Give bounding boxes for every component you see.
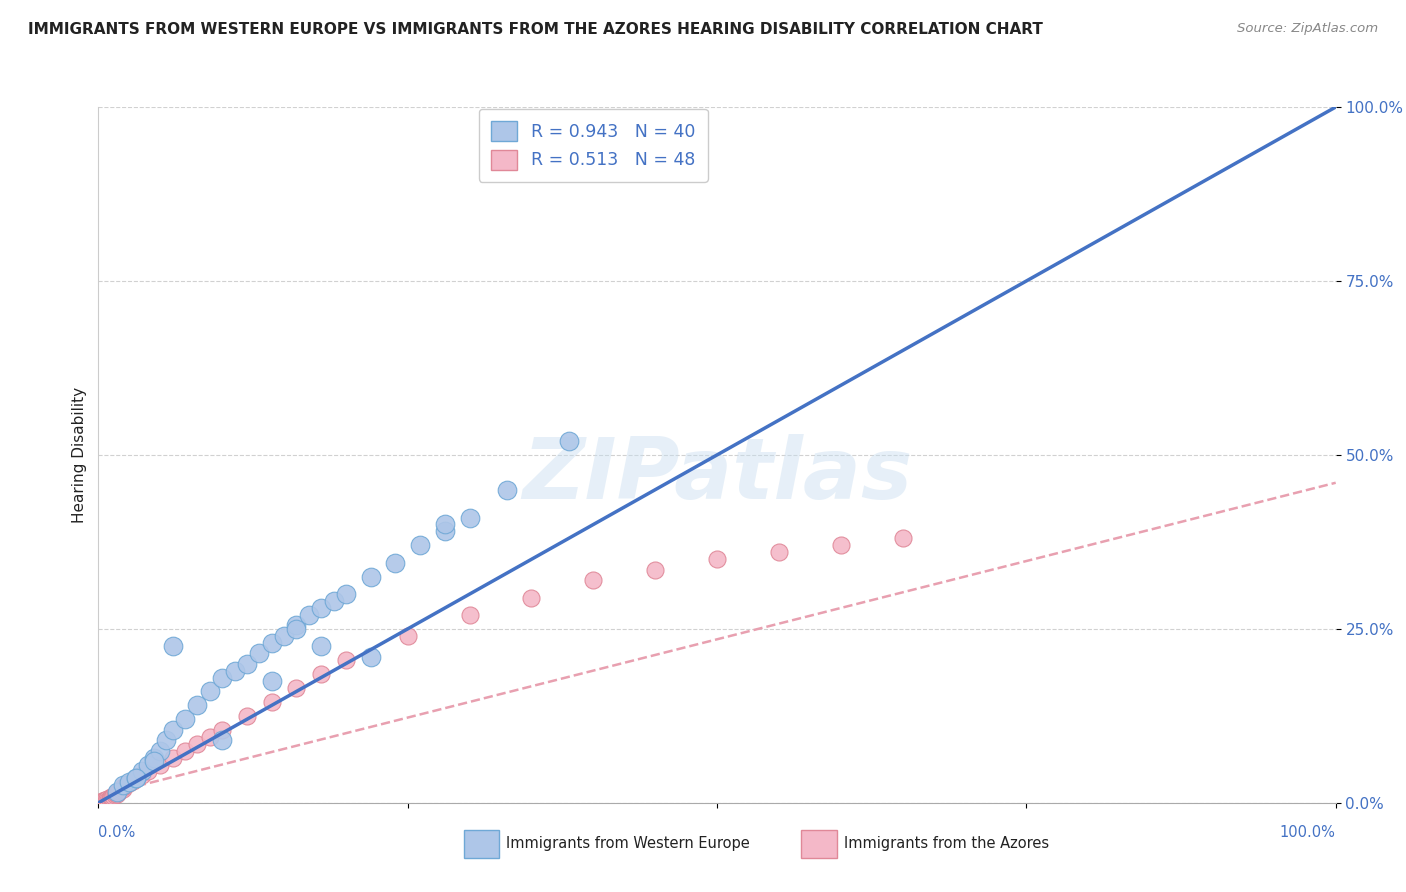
Point — [309, 601, 332, 615]
Point — [409, 538, 432, 552]
Point — [122, 773, 145, 788]
Point — [98, 791, 121, 805]
Point — [143, 754, 166, 768]
Point — [198, 730, 221, 744]
Point — [174, 712, 197, 726]
Point — [186, 698, 208, 713]
Point — [108, 784, 131, 798]
Point — [94, 794, 117, 808]
Point — [260, 695, 283, 709]
Point — [830, 538, 852, 552]
Text: 100.0%: 100.0% — [1279, 825, 1336, 840]
Point — [114, 778, 136, 792]
Point — [236, 708, 259, 723]
Point — [644, 563, 666, 577]
Point — [131, 764, 153, 779]
Point — [384, 556, 406, 570]
Point — [285, 618, 308, 632]
Point — [124, 772, 146, 786]
Point — [124, 772, 146, 786]
Text: ZIPatlas: ZIPatlas — [522, 434, 912, 517]
Text: Source: ZipAtlas.com: Source: ZipAtlas.com — [1237, 22, 1378, 36]
Point — [100, 790, 122, 805]
Text: IMMIGRANTS FROM WESTERN EUROPE VS IMMIGRANTS FROM THE AZORES HEARING DISABILITY : IMMIGRANTS FROM WESTERN EUROPE VS IMMIGR… — [28, 22, 1043, 37]
Point — [335, 587, 357, 601]
Point — [891, 532, 914, 546]
Point — [136, 757, 159, 772]
Point — [96, 792, 118, 806]
Point — [124, 772, 146, 786]
Point — [105, 787, 128, 801]
Point — [149, 757, 172, 772]
Point — [768, 545, 790, 559]
Point — [97, 793, 120, 807]
Point — [103, 789, 125, 803]
Point — [93, 794, 115, 808]
Point — [335, 653, 357, 667]
Point — [582, 573, 605, 587]
Y-axis label: Hearing Disability: Hearing Disability — [72, 387, 87, 523]
Point — [236, 657, 259, 671]
Point — [162, 750, 184, 764]
Point — [247, 646, 270, 660]
Point — [103, 788, 125, 802]
Point — [458, 510, 481, 524]
Point — [98, 792, 121, 806]
Point — [360, 649, 382, 664]
Point — [495, 483, 517, 497]
Point — [155, 733, 177, 747]
Point — [309, 639, 332, 653]
Point — [458, 607, 481, 622]
Point — [298, 607, 321, 622]
Point — [101, 789, 124, 804]
Point — [433, 517, 456, 532]
Point — [107, 785, 129, 799]
Point — [112, 780, 135, 795]
Point — [360, 570, 382, 584]
Legend: R = 0.943   N = 40, R = 0.513   N = 48: R = 0.943 N = 40, R = 0.513 N = 48 — [479, 109, 707, 182]
Point — [162, 639, 184, 653]
Point — [91, 794, 114, 808]
Point — [273, 629, 295, 643]
Point — [260, 674, 283, 689]
Point — [143, 750, 166, 764]
Point — [93, 793, 115, 807]
Point — [309, 667, 332, 681]
Point — [224, 664, 246, 678]
Point — [198, 684, 221, 698]
Point — [260, 636, 283, 650]
Point — [118, 775, 141, 789]
Point — [557, 434, 579, 448]
Point — [211, 723, 233, 737]
Point — [112, 778, 135, 792]
Point — [433, 524, 456, 539]
Point — [211, 671, 233, 685]
Point — [285, 622, 308, 636]
Point — [131, 768, 153, 782]
Point — [706, 552, 728, 566]
Text: Immigrants from the Azores: Immigrants from the Azores — [844, 837, 1049, 851]
Point — [93, 794, 115, 808]
Point — [149, 744, 172, 758]
Text: 0.0%: 0.0% — [98, 825, 135, 840]
Point — [162, 723, 184, 737]
Point — [112, 781, 135, 796]
Point — [105, 785, 128, 799]
Point — [396, 629, 419, 643]
Point — [118, 776, 141, 790]
Point — [285, 681, 308, 695]
Point — [100, 791, 122, 805]
Point — [136, 764, 159, 779]
Point — [186, 737, 208, 751]
Point — [110, 783, 132, 797]
Text: Immigrants from Western Europe: Immigrants from Western Europe — [506, 837, 749, 851]
Point — [174, 744, 197, 758]
Point — [104, 788, 127, 802]
Point — [322, 594, 344, 608]
Point — [105, 785, 128, 799]
Point — [211, 733, 233, 747]
Point — [520, 591, 543, 605]
